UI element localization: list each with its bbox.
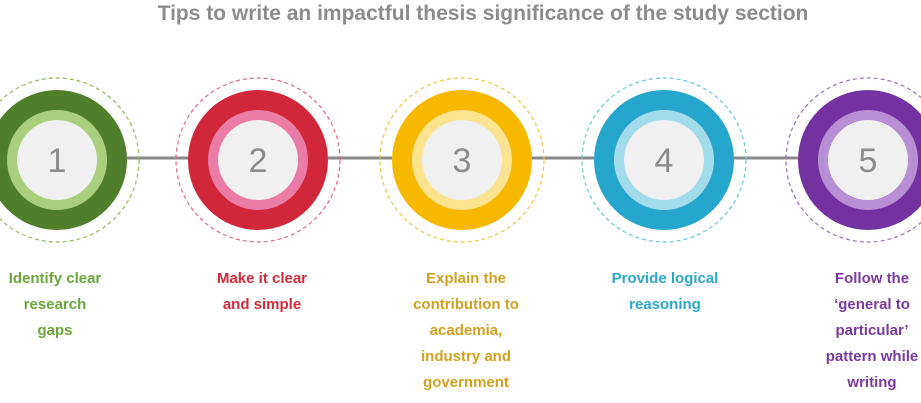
step-number: 3: [453, 142, 472, 180]
center: [422, 120, 502, 200]
step-label: government: [423, 374, 509, 391]
dashed-ring: [0, 77, 140, 243]
title: Tips to write an impactful thesis signif…: [158, 2, 809, 25]
center: [17, 120, 97, 200]
step-number: 2: [249, 142, 268, 180]
step-label: Make it clear: [217, 270, 307, 287]
center: [828, 120, 908, 200]
step-label: academia,: [430, 322, 503, 339]
step-label: Explain the: [426, 270, 506, 287]
step-label: particular’: [835, 322, 908, 339]
dashed-ring: [785, 77, 921, 243]
step-label: writing: [846, 374, 896, 391]
center: [218, 120, 298, 200]
step-label: Identify clear: [9, 270, 102, 287]
center: [624, 120, 704, 200]
step-label: research: [24, 296, 87, 313]
step-label: gaps: [37, 322, 72, 339]
step-label: Follow the: [835, 270, 909, 287]
step-label: and simple: [223, 296, 301, 313]
step-number: 1: [48, 142, 67, 180]
step-label: Provide logical: [612, 270, 719, 287]
step-number: 4: [655, 142, 674, 180]
step-label: reasoning: [629, 296, 701, 313]
step-label: contribution to: [413, 296, 519, 313]
step-label: industry and: [421, 348, 511, 365]
dashed-ring: [581, 77, 747, 243]
step-number: 5: [859, 142, 878, 180]
step-label: ‘general to: [834, 296, 910, 313]
dashed-ring: [379, 77, 545, 243]
step-label: pattern while: [826, 348, 919, 365]
dashed-ring: [175, 77, 341, 243]
